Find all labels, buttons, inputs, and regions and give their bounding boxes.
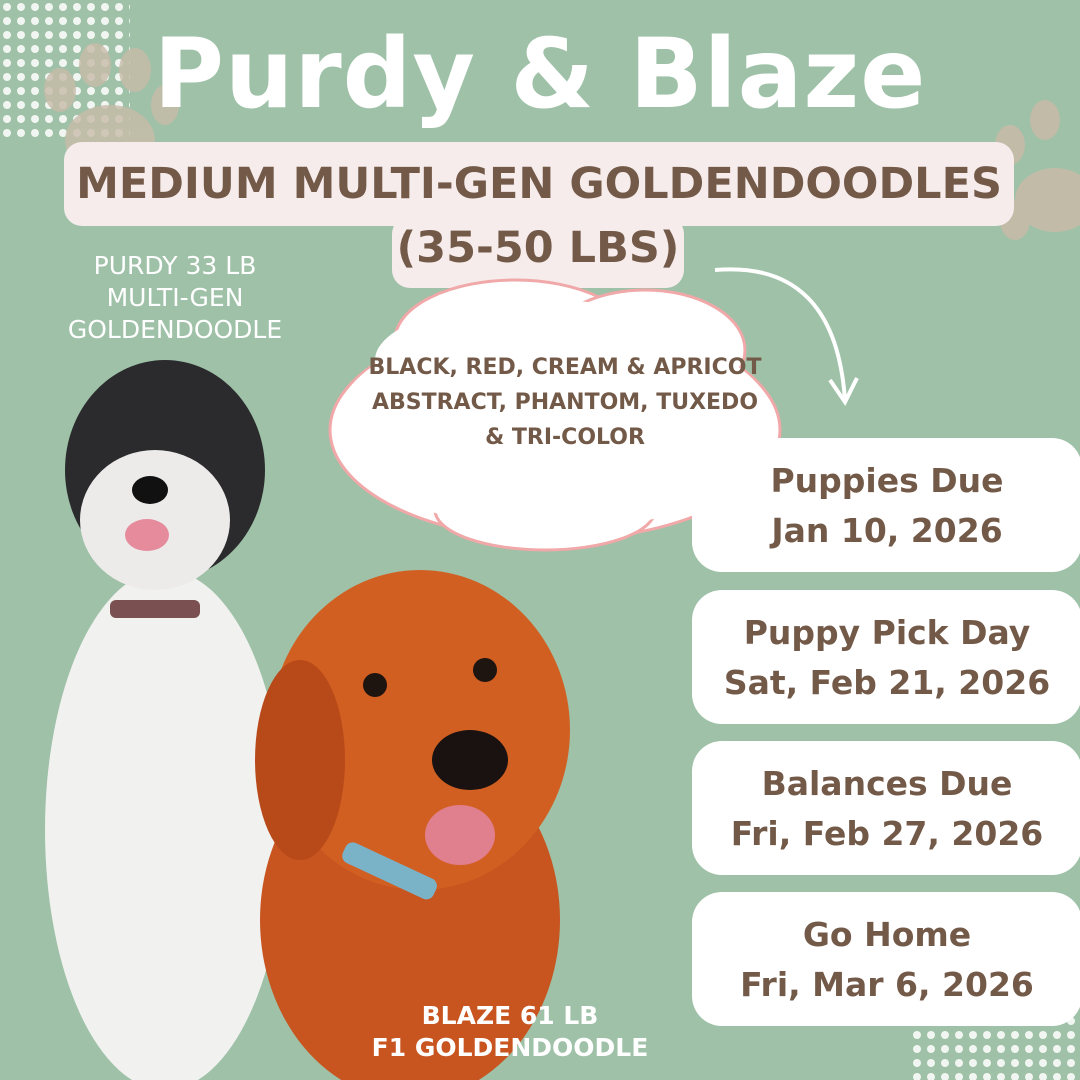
blaze-dog-photo [255,570,570,1080]
breed-banner: MEDIUM MULTI-GEN GOLDENDOODLES [64,142,1014,226]
blaze-breed: F1 GOLDENDOODLE [371,1033,649,1062]
purdy-breed: GOLDENDOODLE [67,315,283,344]
date-label: Go Home [802,915,972,954]
date-value: Jan 10, 2026 [771,511,1003,550]
blaze-weight: BLAZE 61 LB [421,1001,599,1030]
date-card-balances-due: Balances Due Fri, Feb 27, 2026 [692,741,1080,875]
date-value: Sat, Feb 21, 2026 [723,663,1051,702]
date-card-pick-day: Puppy Pick Day Sat, Feb 21, 2026 [692,590,1080,724]
date-card-puppies-due: Puppies Due Jan 10, 2026 [692,438,1080,572]
date-value: Fri, Mar 6, 2026 [740,965,1034,1004]
paw-print-icon [44,43,179,175]
blaze-caption: BLAZE 61 LB F1 GOLDENDOODLE [340,1000,680,1064]
purdy-gen: MULTI-GEN [106,283,244,312]
page-title: Purdy & Blaze [153,18,927,130]
date-label: Balances Due [761,764,1013,803]
paw-print-icon [995,100,1080,240]
date-label: Puppies Due [770,461,1004,500]
coat-colors-line3: & TRI-COLOR [485,425,645,450]
date-card-go-home: Go Home Fri, Mar 6, 2026 [692,892,1080,1026]
cloud-shape [328,278,782,552]
coat-colors: BLACK, RED, CREAM & APRICOT ABSTRACT, PH… [330,350,800,455]
weight-banner: (35-50 LBS) [392,216,684,288]
date-label: Puppy Pick Day [743,613,1031,652]
purdy-caption: PURDY 33 LB MULTI-GEN GOLDENDOODLE [20,250,330,346]
coat-colors-line1: BLACK, RED, CREAM & APRICOT [368,355,762,380]
date-value: Fri, Feb 27, 2026 [730,814,1044,853]
curved-arrow-icon [714,267,859,406]
purdy-weight: PURDY 33 LB [93,251,257,280]
coat-colors-line2: ABSTRACT, PHANTOM, TUXEDO [371,390,759,415]
purdy-dog-photo [45,360,285,1080]
